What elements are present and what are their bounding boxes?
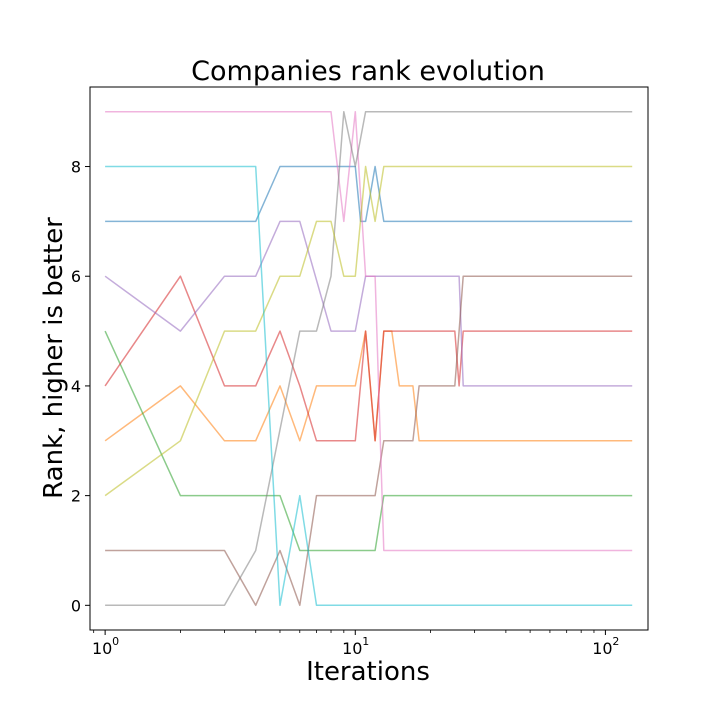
x-tick-label: 10 [592,639,612,658]
y-tick-label: 2 [71,487,81,506]
y-tick-label: 8 [71,158,81,177]
x-tick-exponent: 0 [112,635,119,648]
y-axis-label: Rank, higher is better [39,217,69,499]
x-tick-label: 10 [342,639,362,658]
y-axis: 0 2 4 6 8 [71,158,90,615]
x-tick-label: 10 [92,639,112,658]
x-tick-exponent: 1 [362,635,369,648]
plot-frame [89,86,649,631]
series-line-10 [105,165,633,607]
series-line-3 [104,330,633,552]
series-line-4 [104,275,633,442]
y-tick-label: 4 [71,377,81,396]
x-tick-exponent: 2 [612,635,619,648]
x-axis: 10 0 10 1 10 2 [92,630,619,658]
series-layer [104,110,633,607]
chart-title: Companies rank evolution [191,56,545,87]
series-line-5 [104,220,633,387]
y-tick-label: 0 [71,596,81,615]
series-line-7 [105,110,633,552]
x-axis-label: Iterations [306,657,430,687]
series-line-8 [105,110,633,607]
series-line-9 [104,165,633,497]
y-tick-label: 6 [71,267,81,286]
series-line-6 [105,275,633,607]
series-line-2 [104,330,633,442]
